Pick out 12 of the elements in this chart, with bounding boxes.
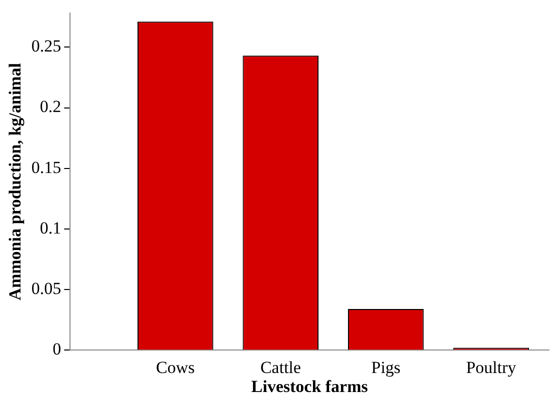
y-tick-label: 0.15 xyxy=(31,158,62,177)
y-tick-label: 0.05 xyxy=(31,279,62,298)
x-tick-label: Poultry xyxy=(466,358,517,377)
y-tick-label: 0.25 xyxy=(31,36,62,56)
x-tick-label: Pigs xyxy=(371,358,401,377)
x-tick-label: Cattle xyxy=(260,358,301,377)
y-tick-label: 0 xyxy=(52,340,62,359)
y-tick-label: 0.2 xyxy=(40,97,62,116)
x-axis-title: Livestock farms xyxy=(251,377,368,396)
y-tick-label: 0.1 xyxy=(40,218,62,238)
x-tick-label: Cows xyxy=(156,358,195,377)
y-axis-title: Ammonia production, kg/animal xyxy=(6,62,25,300)
